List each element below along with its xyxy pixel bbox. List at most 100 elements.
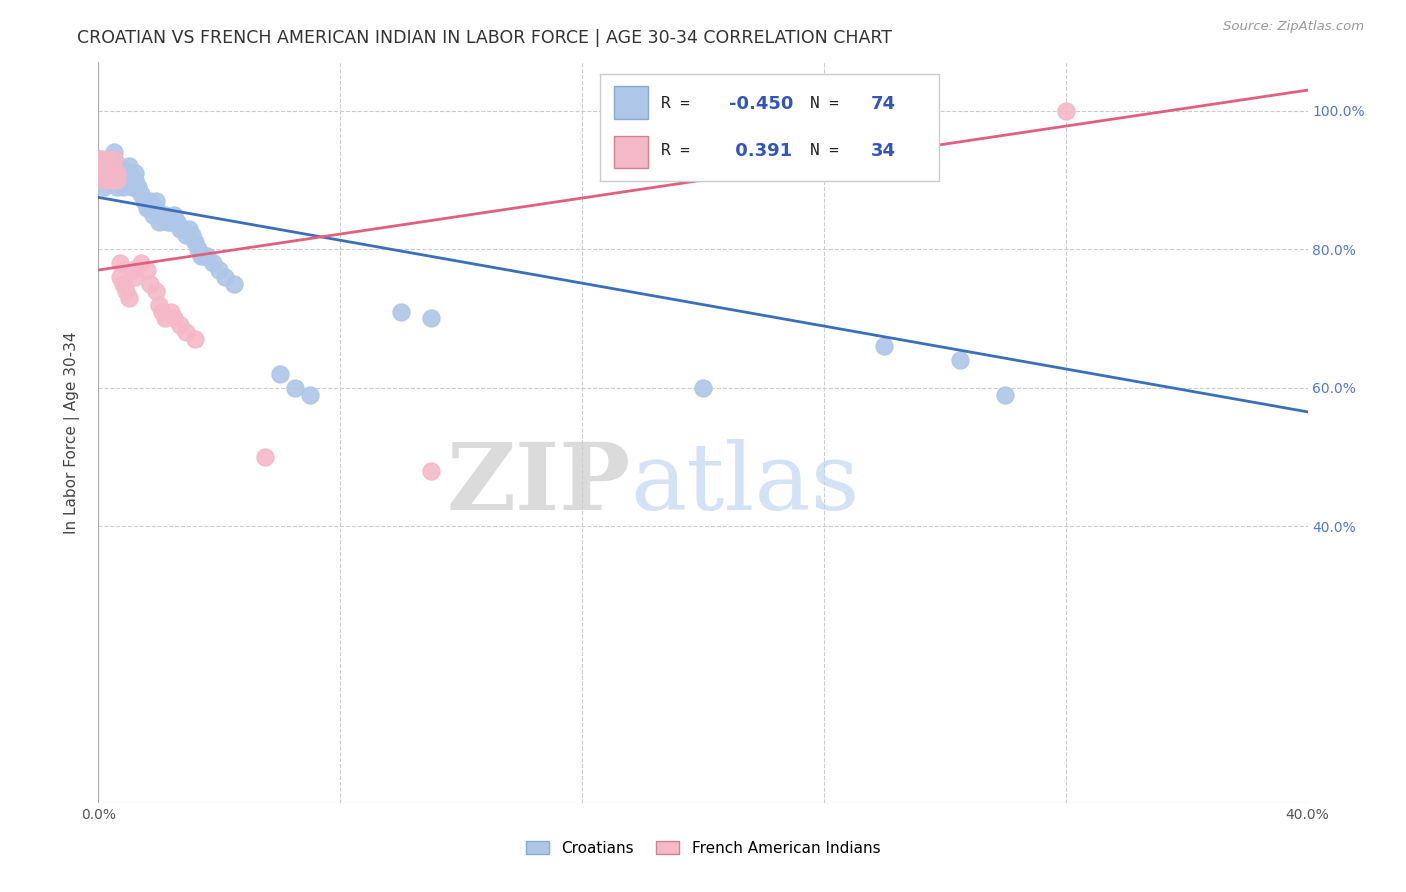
Point xyxy=(90,159,112,173)
Point xyxy=(108,159,131,173)
Point xyxy=(93,180,115,194)
Point xyxy=(174,326,197,340)
Point xyxy=(111,166,134,180)
Point xyxy=(420,464,443,478)
Point xyxy=(142,201,165,215)
Point xyxy=(179,221,201,235)
Point xyxy=(124,269,146,284)
Point xyxy=(132,194,155,208)
Point xyxy=(114,166,136,180)
Text: ZIP: ZIP xyxy=(446,440,630,530)
Point xyxy=(224,277,246,291)
Point xyxy=(253,450,276,464)
Point xyxy=(160,304,183,318)
Point xyxy=(105,173,128,187)
Point xyxy=(873,339,896,353)
Point xyxy=(96,166,118,180)
Point xyxy=(124,166,146,180)
Point xyxy=(163,208,186,222)
Point xyxy=(389,304,412,318)
Point xyxy=(96,153,118,167)
Point xyxy=(142,208,165,222)
Text: atlas: atlas xyxy=(630,440,859,530)
Point xyxy=(108,166,131,180)
Point xyxy=(118,159,141,173)
Point xyxy=(169,318,191,333)
Point xyxy=(148,208,170,222)
Point xyxy=(150,208,173,222)
Legend: Croatians, French American Indians: Croatians, French American Indians xyxy=(520,835,886,862)
Point xyxy=(163,311,186,326)
Point xyxy=(692,381,714,395)
Point xyxy=(139,201,162,215)
Point xyxy=(103,153,125,167)
Y-axis label: In Labor Force | Age 30-34: In Labor Force | Age 30-34 xyxy=(63,331,80,534)
Point xyxy=(193,249,215,263)
Point xyxy=(100,173,122,187)
Point xyxy=(121,173,143,187)
Point xyxy=(108,269,131,284)
Point xyxy=(190,249,212,263)
Point xyxy=(1054,103,1077,118)
Point xyxy=(105,180,128,194)
Point xyxy=(139,194,162,208)
Point xyxy=(96,153,118,167)
Point xyxy=(118,166,141,180)
Point xyxy=(90,153,112,167)
Point xyxy=(148,214,170,228)
Point xyxy=(111,173,134,187)
Point xyxy=(129,186,152,201)
Point xyxy=(172,221,194,235)
Point xyxy=(111,277,134,291)
Point xyxy=(96,173,118,187)
Point xyxy=(299,387,322,401)
Point xyxy=(105,166,128,180)
Point xyxy=(184,332,207,346)
Point xyxy=(105,173,128,187)
Point xyxy=(994,387,1017,401)
Point xyxy=(108,173,131,187)
Point xyxy=(135,201,157,215)
Point xyxy=(96,159,118,173)
Text: CROATIAN VS FRENCH AMERICAN INDIAN IN LABOR FORCE | AGE 30-34 CORRELATION CHART: CROATIAN VS FRENCH AMERICAN INDIAN IN LA… xyxy=(77,29,893,46)
Point xyxy=(100,166,122,180)
Point xyxy=(90,153,112,167)
Point xyxy=(145,194,167,208)
Point xyxy=(124,173,146,187)
Point xyxy=(100,166,122,180)
Point xyxy=(90,159,112,173)
Point xyxy=(163,214,186,228)
Point xyxy=(100,159,122,173)
Point xyxy=(93,166,115,180)
Point xyxy=(127,180,149,194)
Point xyxy=(187,242,209,256)
Text: Source: ZipAtlas.com: Source: ZipAtlas.com xyxy=(1223,20,1364,33)
Point xyxy=(153,311,176,326)
Point xyxy=(121,263,143,277)
Point xyxy=(949,353,972,368)
Point xyxy=(114,173,136,187)
Point xyxy=(160,214,183,228)
Point xyxy=(174,228,197,243)
Point xyxy=(103,145,125,160)
Point xyxy=(105,166,128,180)
Point xyxy=(108,256,131,270)
Point xyxy=(195,249,218,263)
Point xyxy=(150,304,173,318)
Point xyxy=(169,221,191,235)
Point xyxy=(156,214,179,228)
Point xyxy=(139,277,162,291)
Point xyxy=(121,180,143,194)
Point xyxy=(420,311,443,326)
Point xyxy=(129,256,152,270)
Point xyxy=(111,180,134,194)
Point xyxy=(184,235,207,250)
Point xyxy=(181,228,204,243)
Point xyxy=(93,173,115,187)
Point xyxy=(114,284,136,298)
Point xyxy=(135,263,157,277)
Point xyxy=(93,166,115,180)
Point xyxy=(93,173,115,187)
Point xyxy=(284,381,307,395)
Point xyxy=(153,208,176,222)
